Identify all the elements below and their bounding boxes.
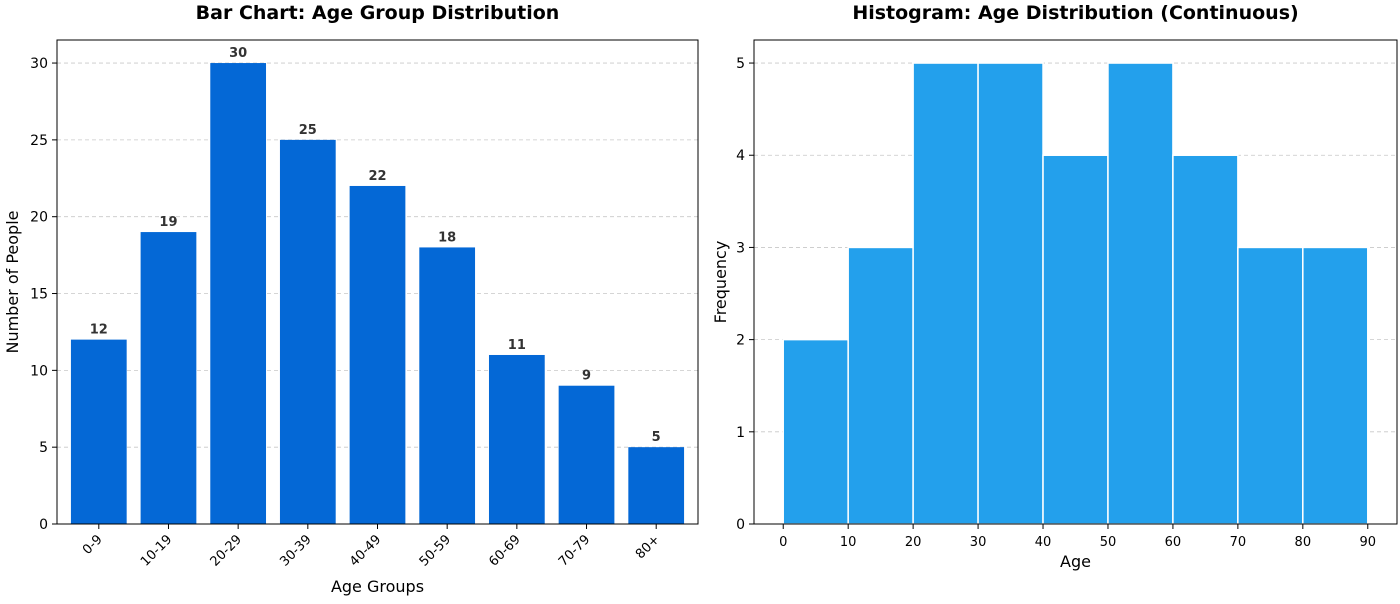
bar-10-19	[140, 232, 197, 525]
histogram-bin	[782, 338, 849, 525]
y-tick-label: 0	[736, 517, 745, 533]
y-tick-label: 25	[30, 133, 48, 149]
y-tick-label: 15	[30, 287, 48, 303]
histogram-bin	[977, 62, 1044, 525]
bar-value-label: 12	[90, 323, 108, 338]
bar-0-9	[70, 339, 127, 524]
y-tick-label: 20	[30, 210, 48, 226]
bar-30-39	[279, 139, 336, 524]
x-axis-label: Age	[1060, 552, 1091, 571]
x-tick-label: 70-79	[556, 532, 593, 569]
bar-value-label: 22	[368, 169, 386, 184]
histogram-bin	[912, 62, 979, 525]
histogram-bin	[1172, 154, 1239, 525]
x-tick-label: 20	[905, 535, 922, 550]
y-tick-label: 5	[736, 56, 745, 72]
bar-20-29	[210, 63, 267, 525]
x-tick-label: 30-39	[277, 532, 314, 569]
bar-40-49	[349, 185, 406, 524]
bar-value-label: 19	[159, 215, 177, 230]
y-tick-label: 5	[39, 440, 48, 456]
bar-value-label: 11	[508, 338, 526, 353]
y-axis-label: Frequency	[711, 241, 730, 324]
x-tick-label: 70	[1230, 535, 1247, 550]
histogram-bin	[1237, 246, 1304, 525]
plot-frame	[56, 39, 699, 525]
y-tick-label: 1	[736, 425, 745, 441]
bar-value-label: 30	[229, 46, 247, 61]
y-tick-label: 4	[736, 148, 745, 164]
bar-50-59	[419, 247, 476, 524]
chart-title: Bar Chart: Age Group Distribution	[196, 2, 560, 24]
x-tick-label: 40	[1035, 535, 1052, 550]
y-tick-label: 10	[30, 363, 48, 379]
x-tick-label: 30	[970, 535, 987, 550]
x-tick-label: 10	[840, 535, 857, 550]
bar-chart: 0 5 10 15 20 25 30 12 0-9 19 10-19 30 20-29 25 30-39 22…	[3, 2, 699, 596]
x-tick-label: 50-59	[417, 532, 454, 569]
y-tick-label: 30	[30, 56, 48, 72]
x-tick-label: 0-9	[80, 532, 106, 558]
y-tick-label: 0	[39, 517, 48, 533]
bar-80+	[628, 447, 685, 524]
bar-value-label: 9	[582, 369, 591, 384]
x-tick-label: 40-49	[347, 532, 384, 569]
x-tick-label: 10-19	[138, 532, 175, 569]
bar-value-label: 18	[438, 230, 456, 245]
x-tick-label: 80+	[633, 532, 663, 562]
x-tick-label: 50	[1100, 535, 1117, 550]
histogram-bin	[1042, 154, 1109, 525]
x-tick-label: 80	[1295, 535, 1312, 550]
bar-70-79	[558, 385, 615, 524]
bar-60-69	[488, 354, 545, 524]
histogram-bin	[1302, 246, 1369, 525]
y-axis-label: Number of People	[3, 210, 22, 353]
y-tick-label: 3	[736, 240, 745, 256]
x-tick-label: 0	[779, 535, 787, 550]
y-tick-label: 2	[736, 333, 745, 349]
histogram-bin	[847, 246, 914, 525]
x-tick-label: 90	[1359, 535, 1376, 550]
histogram-bin	[1107, 62, 1174, 525]
x-tick-label: 60-69	[486, 532, 523, 569]
bar-value-label: 25	[299, 123, 317, 138]
x-tick-label: 20-29	[208, 532, 245, 569]
chart-title: Histogram: Age Distribution (Continuous)	[852, 2, 1298, 24]
x-axis-label: Age Groups	[331, 577, 424, 596]
bar-value-label: 5	[652, 430, 661, 445]
plot-frame	[753, 39, 1398, 525]
x-tick-label: 60	[1165, 535, 1182, 550]
